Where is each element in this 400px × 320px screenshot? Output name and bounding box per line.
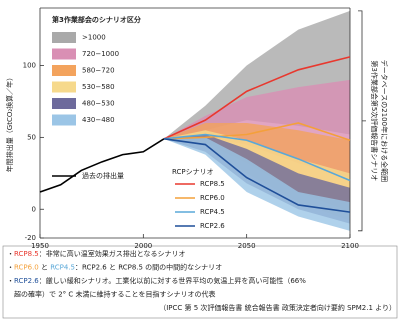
legend-swatch	[52, 32, 76, 43]
y-tick-label: 50	[27, 133, 36, 141]
x-tick-label: 2050	[238, 242, 256, 250]
rcp-line	[163, 122, 351, 142]
x-tick-label: 2100	[341, 242, 359, 250]
rcp-line	[163, 138, 351, 213]
note-text: ：非常に高い温室効果ガス排出となるシナリオ	[39, 249, 186, 258]
legend-swatch	[52, 81, 76, 93]
note-text: ：厳しい緩和シナリオ。工業化以前に対する世界平均の気温上昇を高い可能性（66%	[39, 276, 306, 285]
note-line: （IPCC 第 5 次評価報告書 統合報告書 政策決定者向け要約 SPM2.1 …	[159, 303, 396, 312]
note-text: RCP4.5	[50, 264, 75, 272]
legend-label: RCP6.0	[200, 194, 225, 202]
notes-box	[2, 245, 398, 319]
rcp-line	[163, 56, 351, 140]
legend-label: >1000	[82, 34, 106, 42]
note-text: と	[39, 264, 50, 272]
legend-label: 430−480	[82, 116, 115, 124]
legend-label: RCP2.6	[200, 222, 225, 230]
y-tick-label: 100	[23, 62, 36, 70]
legend-label: 530−580	[82, 83, 115, 91]
legend-swatch	[52, 98, 76, 109]
range-bracket	[358, 10, 366, 232]
note-line: 超の確率）で 2° C 未満に維持することを目指すシナリオの代表	[7, 290, 216, 299]
range-label: データベースの2100年における全範囲	[380, 60, 389, 182]
legend-swatch	[52, 114, 76, 126]
x-tick-label: 1950	[31, 242, 49, 250]
note-text: RCP8.5	[14, 250, 39, 258]
legend-label: 480−530	[82, 100, 115, 108]
note-text: RCP2.6	[14, 277, 39, 285]
legend-label: RCP4.5	[200, 208, 225, 216]
scenario-band	[164, 137, 350, 231]
note-line: ・RCP6.0 と RCP4.5：RCP2.6 と RCP8.5 の間の中間的な…	[7, 263, 222, 272]
y-axis-label: 年間排出量（GtCO₂換算／年）	[5, 74, 14, 172]
note-text: 超の確率）で 2° C 未満に維持することを目指すシナリオの代表	[7, 290, 216, 299]
legend-label: 720−1000	[82, 50, 119, 58]
legend-swatch	[52, 48, 76, 60]
band-legend-title: 第3作業部会のシナリオ区分	[52, 15, 141, 24]
note-text: （IPCC 第 5 次評価報告書 統合報告書 政策決定者向け要約 SPM2.1 …	[159, 303, 396, 312]
historical-line	[39, 138, 165, 193]
note-line: ・RCP2.6：厳しい緩和シナリオ。工業化以前に対する世界平均の気温上昇を高い可…	[7, 276, 306, 285]
y-tick-label: -20	[25, 234, 36, 242]
legend-label: 過去の排出量	[82, 171, 124, 180]
rcp-line	[163, 133, 351, 182]
y-tick-label: 0	[32, 205, 36, 213]
note-text: RCP6.0	[14, 264, 39, 272]
note-text: ・	[7, 277, 14, 285]
series-legend-title: RCPシナリオ	[172, 168, 214, 176]
note-line: ・RCP8.5：非常に高い温室効果ガス排出となるシナリオ	[7, 249, 186, 258]
legend-label: 580−720	[82, 67, 115, 75]
note-text: ・	[7, 250, 14, 258]
range-label: 第3作業部会第5次評価報告書シナリオ	[370, 60, 379, 181]
legend-label: RCP8.5	[200, 180, 225, 188]
note-text: ：RCP2.6 と RCP8.5 の間の中間的なシナリオ	[75, 263, 222, 272]
legend-swatch	[52, 65, 76, 76]
x-tick-label: 2000	[134, 242, 152, 250]
note-text: ・	[7, 264, 14, 272]
